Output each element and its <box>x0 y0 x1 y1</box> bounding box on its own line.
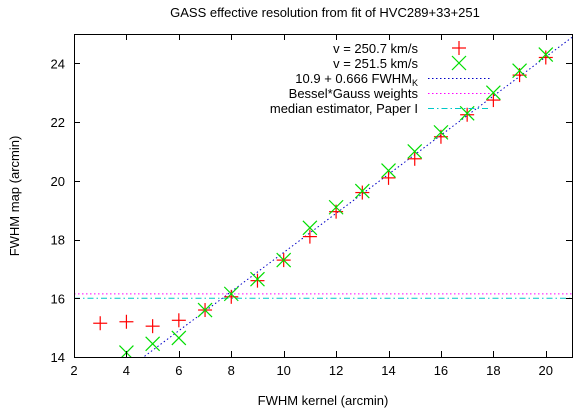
data-point-series-1 <box>381 170 396 185</box>
legend-label-4: Bessel*Gauss weights <box>289 86 419 101</box>
data-point-series-1 <box>460 107 475 122</box>
x-tick-label: 6 <box>175 363 182 378</box>
chart-title: GASS effective resolution from fit of HV… <box>170 5 480 20</box>
data-point-series-2 <box>276 252 292 268</box>
data-point-series-1 <box>486 93 501 108</box>
x-tick-label: 8 <box>228 363 235 378</box>
legend: v = 250.7 km/sv = 251.5 km/s10.9 + 0.666… <box>270 41 490 116</box>
data-point-series-1 <box>538 50 553 65</box>
data-point-series-2 <box>407 144 423 159</box>
legend-label-subscript: K <box>412 78 418 88</box>
data-point-series-2 <box>433 124 449 140</box>
y-tick-label: 24 <box>51 56 65 71</box>
data-point-series-2 <box>145 336 161 352</box>
data-point-series-1 <box>93 316 108 331</box>
legend-label-5: median estimator, Paper I <box>270 101 418 116</box>
legend-symbol-2 <box>451 55 467 71</box>
x-tick-label: 14 <box>381 363 395 378</box>
data-point-series-1 <box>224 289 239 304</box>
data-point-series-2 <box>485 85 501 101</box>
data-point-series-1 <box>355 185 370 200</box>
y-tick-label: 22 <box>51 115 65 130</box>
y-tick-label: 14 <box>51 350 65 365</box>
data-point-series-2 <box>171 330 187 346</box>
x-tick-label: 16 <box>434 363 448 378</box>
data-point-series-1 <box>250 273 265 288</box>
legend-label-2: v = 251.5 km/s <box>333 56 418 71</box>
x-tick-label: 10 <box>276 363 290 378</box>
x-tick-label: 20 <box>539 363 553 378</box>
x-tick-label: 4 <box>123 363 130 378</box>
x-axis-label: FWHM kernel (arcmin) <box>258 393 389 408</box>
x-tick-label: 12 <box>329 363 343 378</box>
data-point-series-1 <box>145 319 160 334</box>
data-point-series-2 <box>223 286 239 302</box>
y-tick-label: 20 <box>51 174 65 189</box>
data-point-series-2 <box>354 183 370 199</box>
data-point-series-2 <box>250 271 265 287</box>
data-point-series-2 <box>302 220 318 236</box>
x-tick-label: 18 <box>486 363 500 378</box>
data-point-series-2 <box>538 47 554 62</box>
y-tick-label: 18 <box>51 233 65 248</box>
x-tick-label: 2 <box>70 363 77 378</box>
data-point-series-1 <box>302 229 317 244</box>
y-tick-label: 16 <box>51 291 65 306</box>
data-point-series-1 <box>119 314 134 329</box>
data-point-series-1 <box>171 313 186 328</box>
data-point-series-2 <box>512 63 528 79</box>
legend-label-1: v = 250.7 km/s <box>333 41 418 56</box>
legend-symbol-1 <box>452 41 466 55</box>
data-point-series-2 <box>381 163 396 178</box>
data-point-series-1 <box>407 151 422 166</box>
data-point-series-2 <box>328 199 344 215</box>
legend-label-3: 10.9 + 0.666 FWHMK <box>295 71 418 88</box>
data-point-series-2 <box>197 302 213 318</box>
y-axis-label: FWHM map (arcmin) <box>7 136 22 257</box>
